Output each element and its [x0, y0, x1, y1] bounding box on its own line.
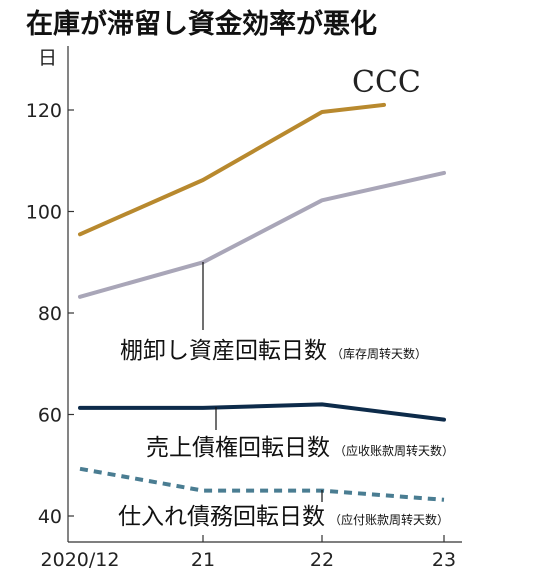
- series-line-payables: [79, 466, 445, 502]
- x-tick-label: 22: [310, 549, 334, 571]
- series-lines: [78, 102, 446, 502]
- series-line-ccc: [78, 102, 386, 237]
- y-axis-unit: 日: [38, 47, 57, 69]
- series-note-inventory: （库存周转天数）: [331, 346, 427, 361]
- series-label-sales: 売上債権回転日数 （应收账款周转天数）: [146, 435, 454, 461]
- y-tick-label: 80: [38, 303, 62, 325]
- series-label-payables: 仕入れ債務回転日数 （应付账款周转天数）: [118, 504, 449, 530]
- y-tick-label: 60: [38, 405, 62, 427]
- y-tick-label: 100: [26, 202, 62, 224]
- series-note-sales: （应收账款周转天数）: [334, 443, 454, 458]
- series-line-sales: [78, 402, 446, 422]
- series-labels: 棚卸し資産回転日数 （库存周转天数） 売上債権回転日数 （应收账款周转天数） 仕入れ債務…: [118, 65, 454, 530]
- axes: 40 60 80 100 120 2020/12 21 22 23: [26, 46, 462, 571]
- chart-title: 在庫が滞留し資金効率が悪化: [26, 8, 377, 40]
- series-label-inventory: 棚卸し資産回転日数 （库存周转天数）: [120, 338, 427, 364]
- series-label-ccc: CCC: [352, 65, 421, 100]
- y-tick-label: 40: [38, 506, 62, 528]
- x-tick-label: 21: [191, 549, 215, 571]
- series-note-payables: （应付账款周转天数）: [329, 512, 449, 527]
- x-tick-label: 2020/12: [41, 549, 120, 571]
- series-line-inventory: [78, 170, 446, 299]
- y-tick-label: 120: [26, 100, 62, 122]
- x-tick-label: 23: [432, 549, 456, 571]
